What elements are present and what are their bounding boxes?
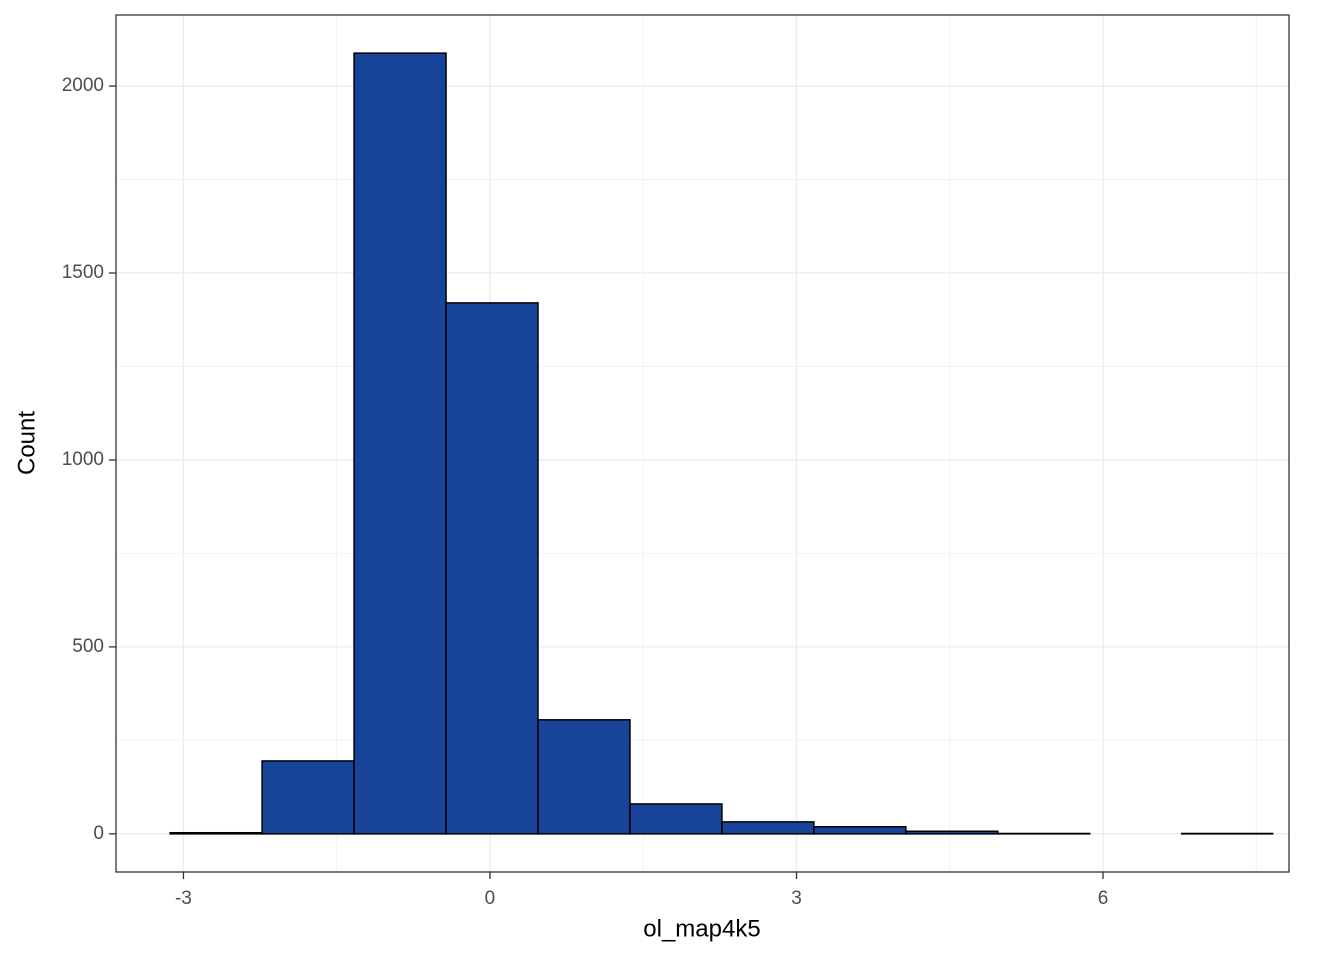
bar [445, 302, 539, 835]
bar [813, 826, 907, 835]
x-tick-label: 0 [485, 888, 496, 909]
bar [261, 760, 355, 835]
bar [537, 719, 631, 835]
y-axis-title: Count [13, 411, 40, 475]
y-tick-label: 2000 [62, 75, 104, 96]
panel-border [115, 14, 1290, 873]
x-tick-label: 3 [791, 888, 802, 909]
x-tick-label: -3 [175, 888, 192, 909]
axes: -3 0 3 6 0 500 1000 1500 2000 [62, 75, 1109, 909]
bar [629, 803, 723, 835]
bar [169, 831, 263, 835]
y-tick-label: 0 [93, 823, 104, 844]
x-axis-title: ol_map4k5 [643, 915, 760, 942]
bar [721, 821, 815, 835]
y-tick-label: 1500 [62, 262, 104, 283]
bar [905, 830, 999, 835]
x-tick-label: 6 [1098, 888, 1109, 909]
y-tick-label: 500 [72, 636, 104, 657]
bar [353, 52, 447, 835]
bars [169, 52, 1274, 835]
y-tick-label: 1000 [62, 449, 104, 470]
